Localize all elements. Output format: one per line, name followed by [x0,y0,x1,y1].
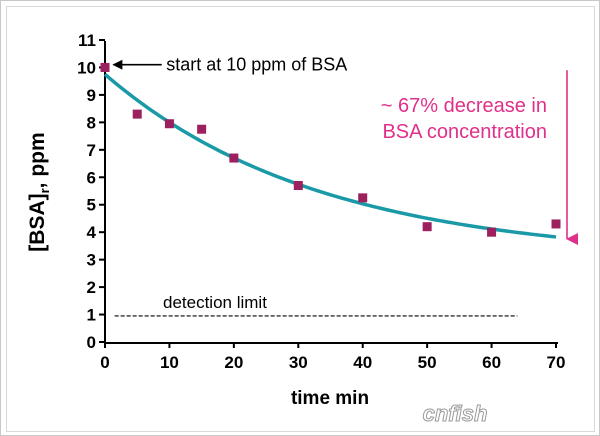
y-tick-label: 1 [87,306,96,325]
x-ticks: 0 10 20 30 40 50 60 70 [100,342,565,372]
y-tick-label: 11 [78,31,96,50]
y-axis-label-suffix: , ppm [26,132,49,188]
x-axis-label: time min [291,388,369,409]
x-tick-label: 50 [418,353,437,372]
y-tick-label: 7 [87,141,96,160]
decrease-annotation-line1: ~ 67% decrease in [381,95,547,117]
data-point [164,119,174,129]
y-ticks: 0 1 2 3 4 5 6 7 8 9 10 11 [77,31,105,352]
data-points [100,62,561,237]
detection-limit-label: detection limit [163,293,267,312]
decrease-annotation-line2: BSA concentration [382,121,547,143]
data-point [358,193,368,203]
y-tick-label: 10 [77,58,96,77]
x-tick-label: 60 [482,353,501,372]
data-point [293,181,303,191]
y-tick-label: 4 [87,223,97,242]
x-tick-label: 30 [289,353,308,372]
y-tick-label: 2 [87,278,96,297]
x-tick-label: 70 [547,353,566,372]
data-point [132,109,142,119]
data-point [100,62,110,72]
x-tick-label: 0 [100,353,109,372]
x-tick-label: 20 [224,353,243,372]
y-tick-label: 5 [87,196,96,215]
watermark: cnfish [423,401,488,426]
fit-curve [103,72,557,239]
x-tick-label: 10 [160,353,179,372]
y-axis-label-subscript: r [37,188,52,193]
x-tick-label: 40 [353,353,372,372]
data-point [229,153,239,163]
y-tick-label: 8 [87,113,96,132]
axes [104,41,558,344]
y-tick-label: 3 [87,251,96,270]
data-point [422,222,432,232]
data-point [487,227,497,237]
y-tick-label: 6 [87,168,96,187]
data-point [197,124,207,134]
data-point [551,219,561,229]
y-tick-label: 9 [87,86,96,105]
start-annotation: start at 10 ppm of BSA [166,55,347,75]
y-axis-label: [BSA]r, ppm [26,132,52,251]
y-tick-label: 0 [87,333,96,352]
